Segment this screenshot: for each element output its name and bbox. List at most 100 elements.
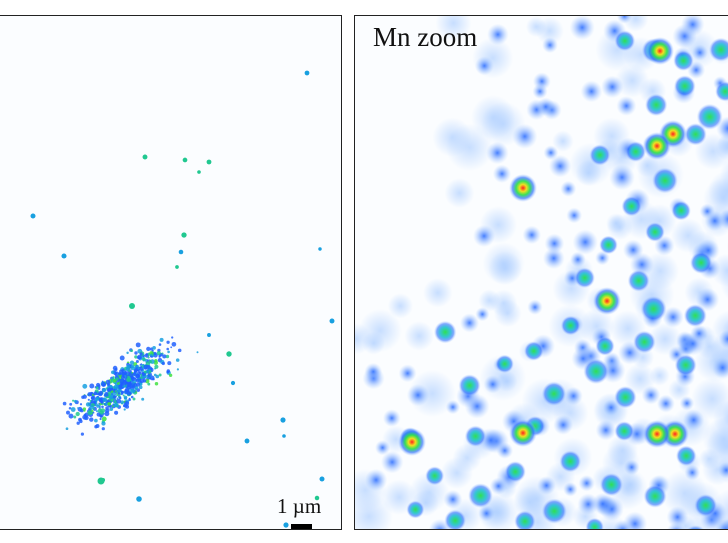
density-spot [616, 95, 637, 116]
atom-dot [170, 346, 173, 349]
atom-dot [61, 253, 67, 259]
atom-dot [123, 396, 128, 400]
density-spot [675, 445, 697, 467]
density-spot [589, 144, 611, 166]
density-spot [574, 267, 595, 289]
density-spot [641, 385, 661, 405]
density-spot [471, 95, 516, 140]
density-spot [670, 218, 706, 253]
density-spot [443, 489, 463, 509]
atom-dot [75, 411, 80, 417]
density-spot [387, 293, 413, 319]
atom-dot [166, 347, 169, 351]
density-spot [482, 242, 525, 285]
atom-dot [111, 405, 114, 408]
density-spot [612, 520, 633, 529]
atom-dot [89, 383, 95, 389]
atom-dot [73, 399, 77, 403]
atom-dot [158, 355, 161, 358]
density-spot [646, 37, 674, 65]
right-panel-image: Mn zoom [354, 15, 728, 530]
density-spot [578, 475, 595, 492]
atom-dot [134, 351, 138, 355]
density-spot [425, 466, 445, 486]
atom-dot [176, 368, 180, 371]
density-spot [541, 381, 567, 406]
density-spot [673, 50, 694, 71]
atom-dot [143, 370, 147, 374]
density-spot [718, 461, 728, 479]
density-spot [492, 164, 512, 183]
density-spot [615, 63, 650, 98]
atom-dot [141, 397, 145, 401]
density-spot [444, 509, 467, 529]
atom-dot [66, 410, 70, 415]
atom-dot [109, 394, 115, 400]
atom-dot [120, 400, 124, 405]
density-spot [543, 145, 559, 161]
atom-dot [158, 343, 162, 346]
atom-dot [139, 352, 143, 356]
atom-dot [129, 360, 135, 365]
atom-dot [88, 402, 91, 406]
density-spot [541, 498, 567, 524]
atom-dot [87, 398, 90, 401]
panel-title: Mn zoom [373, 22, 478, 52]
density-spot [702, 454, 728, 486]
atom-dot [126, 364, 131, 369]
atom-dot [157, 348, 161, 353]
density-spot [595, 336, 615, 356]
density-spot [398, 428, 426, 456]
atom-dot [116, 381, 120, 385]
density-spot [577, 493, 599, 515]
atom-dot [230, 380, 236, 386]
density-spot [572, 229, 598, 255]
atom-dot [122, 394, 125, 397]
density-spot [684, 464, 701, 481]
atom-dot [101, 380, 104, 383]
density-spot [375, 440, 391, 456]
density-spot [532, 72, 551, 91]
atom-dot [87, 392, 92, 397]
atom-dot [139, 378, 142, 381]
density-spot [459, 313, 480, 333]
atom-dot [62, 401, 67, 406]
density-spot [559, 450, 582, 473]
density-spot [640, 295, 667, 322]
atom-dot [140, 374, 143, 376]
atom-dot [152, 346, 156, 350]
atom-dot [123, 408, 126, 411]
density-spot [489, 477, 508, 495]
atom-dot [130, 376, 135, 380]
atom-dot [95, 424, 100, 428]
density-spot [690, 251, 713, 274]
atom-dot [135, 378, 140, 383]
atom-dot [92, 411, 95, 414]
atom-dot [138, 385, 143, 390]
atom-dot [175, 265, 179, 269]
atom-dot [104, 411, 110, 417]
atom-dot [117, 392, 121, 395]
density-spot [696, 103, 723, 130]
scale-bar-label: 1 µm [277, 494, 322, 518]
atom-dot [109, 387, 113, 391]
atom-dot [329, 318, 335, 324]
density-spot [548, 154, 572, 178]
density-spot [595, 419, 617, 441]
scale-bar [291, 524, 312, 529]
atom-dot [113, 384, 119, 390]
atom-dot [146, 346, 151, 352]
density-spot [575, 159, 602, 187]
atom-dot [114, 410, 119, 415]
density-spot [580, 80, 603, 103]
atom-dot [167, 350, 170, 354]
atom-dot [171, 336, 174, 339]
density-spot [687, 525, 704, 529]
atom-dot [115, 377, 119, 381]
density-spot [721, 518, 728, 529]
mn-zoom-map [355, 16, 728, 529]
density-spot [643, 420, 671, 448]
atom-dot [140, 363, 143, 366]
atom-dot [142, 357, 146, 361]
atom-dot [206, 159, 212, 165]
